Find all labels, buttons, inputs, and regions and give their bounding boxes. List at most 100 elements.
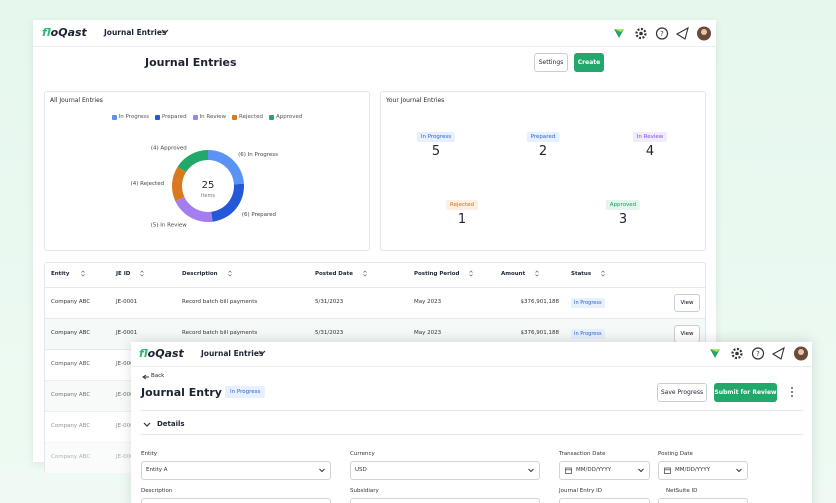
stat-badge: Rejected <box>446 200 478 210</box>
stat-badge: In Progress <box>416 132 456 142</box>
column-label: Amount <box>501 270 526 277</box>
table-row: Company ABC JE-0001 Record batch bill paym… <box>45 287 705 319</box>
column-header[interactable]: JE ID <box>116 270 145 277</box>
table-cell: Record batch bill payments <box>182 299 258 305</box>
logo[interactable]: floQast <box>139 347 184 360</box>
stats: In Progress 5 Prepared 2 In Review 4 Rejected 1… <box>381 92 705 250</box>
view-button[interactable]: View <box>674 294 700 312</box>
field-value: MM/DD/YYYY <box>675 467 711 473</box>
form: Entity Entity A Currency USD Transaction Dat… <box>131 342 812 503</box>
donut-segment <box>211 183 244 222</box>
field-label: Description <box>141 488 173 494</box>
field-label: Currency <box>350 451 375 457</box>
menu-caret <box>258 350 266 355</box>
stat-badge: In Review <box>632 132 668 142</box>
sort-icon <box>469 270 474 277</box>
view-button[interactable]: View <box>674 325 700 343</box>
select-caret <box>736 468 742 473</box>
section-caret <box>143 422 151 427</box>
table-cell: $376,901,188 <box>520 330 560 336</box>
table-cell: JE-0001 <box>116 392 138 398</box>
header-icons: ? <box>710 346 808 361</box>
submit-button[interactable]: Submit for Review <box>714 383 777 402</box>
column-header[interactable]: Entity <box>51 270 86 277</box>
sort-icon <box>227 270 232 277</box>
page-menu[interactable]: Journal Entries <box>201 349 264 358</box>
field-input[interactable]: USD <box>350 461 540 480</box>
table-cell: JE-0001 <box>116 454 138 460</box>
settings-button[interactable]: Settings <box>534 53 568 72</box>
column-header[interactable]: Posting Period <box>414 270 474 277</box>
table-cell: JE-0001 <box>116 423 138 429</box>
field-label: Subsidiary <box>350 488 379 494</box>
donut-segment <box>208 150 244 185</box>
field-input[interactable]: MM/DD/YYYY <box>658 461 748 480</box>
segment-label: (5) In Review <box>151 223 188 229</box>
column-label: Description <box>182 270 218 277</box>
column-label: Status <box>571 270 592 277</box>
field-input[interactable]: Entity A <box>141 461 331 480</box>
legend-swatch <box>111 114 117 120</box>
field-label: Entity <box>141 451 158 457</box>
field-input[interactable]: MM/DD/YYYY <box>559 461 650 480</box>
page-title: Journal Entries <box>145 56 237 69</box>
legend-item: Approved <box>268 114 303 120</box>
segment-label: (6) In Progress <box>238 152 278 158</box>
legend-item: In Review <box>192 114 226 120</box>
table-cell: Company ABC <box>51 392 91 398</box>
table-cell: Company ABC <box>51 361 91 367</box>
create-button[interactable]: Create <box>574 53 604 72</box>
status-badge: In Progress <box>571 329 605 339</box>
segment-label: (4) Approved <box>151 145 187 151</box>
field-label: NetSuite ID <box>666 488 698 494</box>
table-cell: JE-0001 <box>116 299 138 305</box>
field-input[interactable] <box>559 498 650 503</box>
logo[interactable]: floQast <box>42 26 87 39</box>
more-menu[interactable] <box>789 386 795 398</box>
legend-label: Prepared <box>161 114 187 120</box>
svg-text:?: ? <box>756 350 760 358</box>
legend-label: Approved <box>275 114 303 120</box>
table-cell: Record batch bill payments <box>182 330 258 336</box>
field-label: Posting Date <box>658 451 693 457</box>
front-window: floQast Journal Entries ? Back Journal E… <box>131 342 812 503</box>
svg-text:?: ? <box>660 30 664 38</box>
column-header[interactable]: Amount <box>501 270 540 277</box>
legend-swatch <box>154 114 160 120</box>
field-input[interactable] <box>658 498 748 503</box>
column-header[interactable]: Status <box>571 270 606 277</box>
field-input[interactable] <box>350 498 540 503</box>
column-header[interactable]: Posted Date <box>315 270 367 277</box>
legend-item: Prepared <box>154 114 187 120</box>
your-entries-card: Your Journal Entries In Progress 5 Prepare… <box>380 91 706 251</box>
legend-label: In Progress <box>118 114 149 120</box>
header-icons: ? <box>614 26 711 41</box>
donut-segment <box>177 150 208 173</box>
all-entries-card: All Journal Entries In Progress Prepared I… <box>44 91 370 251</box>
legend-swatch <box>192 114 198 120</box>
legend-item: In Progress <box>111 114 149 120</box>
table-cell: JE-0001 <box>116 361 138 367</box>
status-badge: In Progress <box>571 298 605 308</box>
menu-caret <box>161 29 169 34</box>
column-label: JE ID <box>116 270 131 277</box>
status-badge: In Progress <box>225 386 266 398</box>
field-input[interactable] <box>141 498 331 503</box>
page-title: Journal Entry <box>141 386 222 399</box>
field-label: Transaction Date <box>559 451 606 457</box>
save-button[interactable]: Save Progress <box>657 383 707 402</box>
back-link[interactable]: Back <box>151 373 165 379</box>
column-header[interactable]: Description <box>182 270 232 277</box>
table-cell: Company ABC <box>51 423 91 429</box>
legend-item: Rejected <box>232 114 263 120</box>
stat-value: 5 <box>431 144 441 159</box>
table-cell: Company ABC <box>51 454 91 460</box>
card-title: All Journal Entries <box>50 97 103 104</box>
segment-label: (6) Prepared <box>242 212 276 218</box>
column-label: Entity <box>51 270 70 277</box>
column-label: Posting Period <box>414 270 460 277</box>
card-title: Your Journal Entries <box>386 97 445 104</box>
page-menu[interactable]: Journal Entries <box>104 28 167 37</box>
back-arrow <box>142 374 149 380</box>
